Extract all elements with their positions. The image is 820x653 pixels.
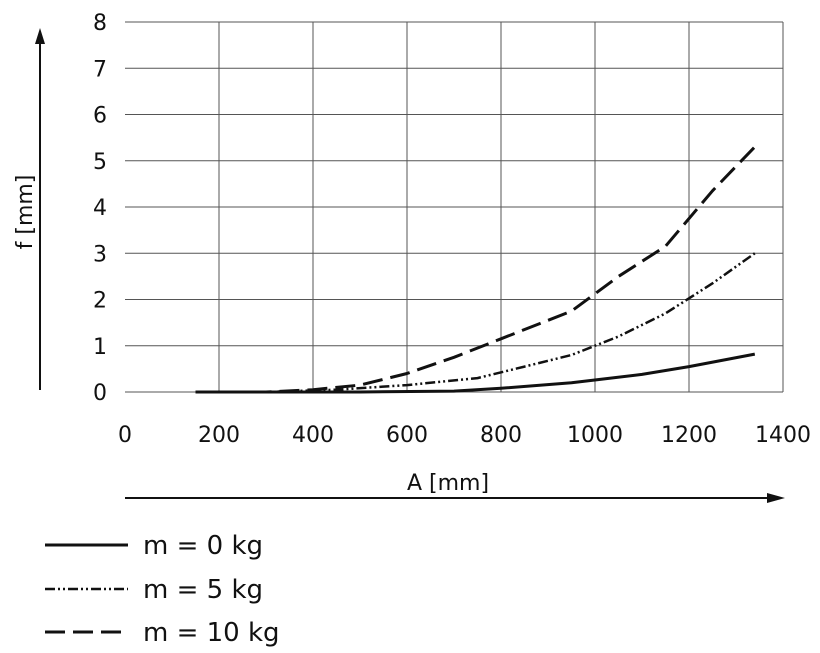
y-axis-label: f [mm]	[13, 175, 38, 250]
legend-label-m10: m = 10 kg	[143, 618, 280, 648]
x-tick-label: 1200	[661, 423, 717, 448]
x-axis-title-group: A [mm]	[125, 471, 785, 503]
series-line-0	[195, 352, 756, 394]
legend-label-m5: m = 5 kg	[143, 575, 263, 605]
x-axis-label: A [mm]	[407, 471, 489, 496]
series-line-1	[195, 252, 756, 394]
y-tick-label: 3	[93, 242, 107, 267]
tick-labels: 0 1 2 3 4 5 6 7 8 0 200 400 600 800 1000 1200 1400	[93, 11, 811, 448]
x-tick-label: 800	[480, 423, 522, 448]
y-tick-label: 7	[93, 57, 107, 82]
legend-item-m0: m = 0 kg	[45, 531, 263, 561]
legend-label-m0: m = 0 kg	[143, 531, 263, 561]
legend-item-m10: m = 10 kg	[45, 618, 280, 648]
legend: m = 0 kg m = 5 kg m = 10 kg	[45, 531, 280, 648]
x-tick-label: 1000	[567, 423, 623, 448]
y-tick-label: 2	[93, 289, 107, 314]
x-tick-label: 1400	[755, 423, 811, 448]
legend-item-m5: m = 5 kg	[45, 575, 263, 605]
y-tick-label: 4	[93, 196, 107, 221]
y-tick-label: 5	[93, 150, 107, 175]
y-tick-label: 0	[93, 381, 107, 406]
y-tick-label: 1	[93, 335, 107, 360]
y-axis-title-group: f [mm]	[13, 28, 45, 390]
series-line-2	[195, 145, 756, 394]
y-axis-arrowhead	[35, 28, 45, 44]
x-axis-arrowhead	[767, 493, 785, 503]
series-lines	[195, 145, 756, 394]
x-tick-label: 400	[292, 423, 334, 448]
x-tick-label: 0	[118, 423, 132, 448]
grid	[125, 21, 784, 393]
y-tick-label: 6	[93, 104, 107, 129]
x-tick-label: 600	[386, 423, 428, 448]
x-tick-label: 200	[198, 423, 240, 448]
y-tick-label: 8	[93, 11, 107, 36]
